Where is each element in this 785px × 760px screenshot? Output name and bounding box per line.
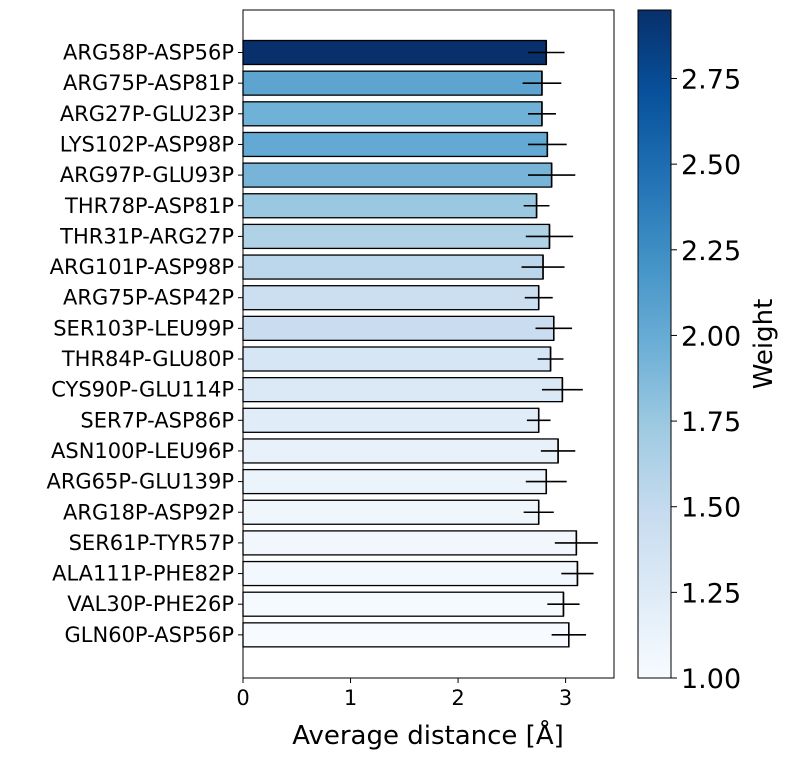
category-label: SER103P-LEU99P <box>53 316 234 340</box>
x-tick-label: 2 <box>451 686 464 710</box>
colorbar-tick-label: 1.25 <box>681 578 741 609</box>
category-label: ARG75P-ASP81P <box>63 71 234 95</box>
x-tick-label: 0 <box>236 686 249 710</box>
bar <box>242 407 540 433</box>
category-label: SER61P-TYR57P <box>69 531 234 555</box>
x-tick-label: 3 <box>559 686 572 710</box>
category-label: GLN60P-ASP56P <box>65 623 234 647</box>
bar <box>242 346 552 372</box>
category-label: ARG18P-ASP92P <box>63 500 234 524</box>
colorbar-tick-label: 1.00 <box>681 664 741 695</box>
bar <box>242 254 544 280</box>
category-label: SER7P-ASP86P <box>80 408 234 432</box>
bar <box>242 468 547 495</box>
category-label: CYS90P-GLU114P <box>51 378 234 402</box>
colorbar-tick-label: 2.00 <box>681 321 741 352</box>
bar <box>242 101 543 127</box>
colorbar-ticks: 1.00 1.25 1.50 1.75 2.00 2.25 2.50 2.75 <box>671 65 741 695</box>
category-label: ARG65P-GLU139P <box>46 470 234 494</box>
error-bars-layer <box>521 40 598 647</box>
colorbar-tick-label: 1.75 <box>681 407 741 438</box>
category-label: THR31P-ARG27P <box>59 224 234 248</box>
category-label: VAL30P-PHE26P <box>67 592 234 616</box>
bar <box>242 70 543 96</box>
category-label: ARG27P-GLU23P <box>60 102 234 126</box>
colorbar-tick-label: 2.50 <box>681 150 741 181</box>
colorbar-tick-label: 2.25 <box>681 236 741 267</box>
category-label: THR84P-GLU80P <box>61 347 234 371</box>
plot-frame <box>242 9 615 679</box>
bar <box>242 315 555 342</box>
bar <box>242 162 553 188</box>
category-label: LYS102P-ASP98P <box>60 132 234 156</box>
bar <box>242 223 551 250</box>
bar <box>242 285 540 311</box>
category-label: ARG101P-ASP98P <box>50 255 234 279</box>
bars-layer <box>242 39 579 648</box>
bar <box>242 560 579 587</box>
category-label: ARG75P-ASP42P <box>63 286 234 310</box>
bar <box>242 131 548 158</box>
x-tick-label: 1 <box>344 686 357 710</box>
category-label: ARG97P-GLU93P <box>60 163 234 187</box>
category-labels: ARG58P-ASP56P ARG75P-ASP81P ARG27P-GLU23P L… <box>46 41 243 647</box>
bar <box>242 530 578 556</box>
colorbar-tick-label: 2.75 <box>681 65 741 96</box>
bar <box>242 499 540 525</box>
x-axis: 0 1 2 3 <box>236 678 572 710</box>
category-label: ALA111P-PHE82P <box>52 562 234 586</box>
bar <box>242 438 559 464</box>
colorbar <box>637 9 672 679</box>
bar <box>242 376 564 403</box>
colorbar-label: Weight <box>749 299 779 390</box>
bar <box>242 39 547 66</box>
category-label: ASN100P-LEU96P <box>51 439 234 463</box>
bar <box>242 591 565 617</box>
category-label: THR78P-ASP81P <box>64 194 234 218</box>
colorbar-tick-label: 1.50 <box>681 493 741 524</box>
x-axis-label: Average distance [Å] <box>292 719 564 751</box>
category-label: ARG58P-ASP56P <box>63 41 234 65</box>
bar <box>242 193 538 219</box>
bar <box>242 622 570 648</box>
